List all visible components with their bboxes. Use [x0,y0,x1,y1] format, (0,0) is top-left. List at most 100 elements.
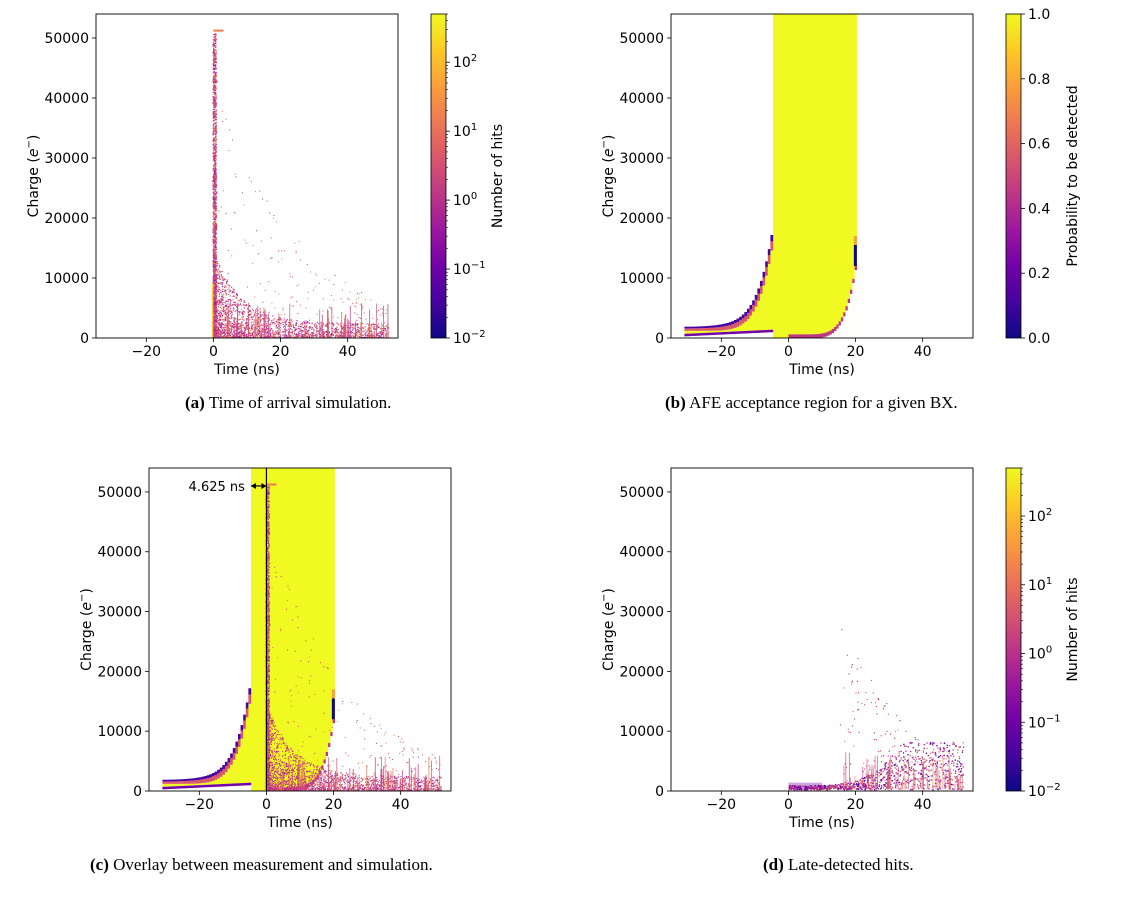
colorbar-tick-label-1-3: 0.6 [1028,137,1050,153]
caption-b-text: AFE acceptance region for a given BX. [689,393,958,412]
y-tick-label-0-4: 40000 [44,91,89,107]
x-tick-label-0-3: 40 [339,344,357,360]
colorbar-gradient-3 [1006,468,1021,791]
y-tick-label-3-4: 40000 [619,545,664,561]
y-tick-label-0-1: 10000 [44,271,89,287]
y-tick-label-1-4: 40000 [619,91,664,107]
chart-panel-d: −20 0 20 40 0 10000 20000 30000 40000 50000 Time (… [599,468,1081,831]
x-tick-label-0-0: −20 [132,344,162,360]
colorbar-tick-label-3-2: 100 [1028,645,1052,663]
colorbar-tick-label-0-3: 101 [453,122,477,140]
acceptance-region-1 [684,14,857,338]
y-tick-label-1-2: 20000 [619,211,664,227]
colorbar-label-0: Number of hits [490,124,506,228]
y-tick-label-0-0: 0 [80,331,89,347]
y-tick-label-0-3: 30000 [44,151,89,167]
colorbar-gradient-1 [1006,14,1021,338]
chart-panel-c: −20 0 20 40 0 10000 20000 30000 40000 50000 Time (… [77,468,451,831]
plot-body-a [212,30,389,340]
y-tick-label-3-3: 30000 [619,605,664,621]
x-tick-label-2-2: 20 [325,797,343,813]
x-tick-label-1-2: 20 [847,344,865,360]
x-tick-label-2-1: 0 [262,797,271,813]
colorbar-tick-label-1-2: 0.4 [1028,201,1050,217]
plot-frame-0 [96,14,398,338]
caption-b: (b) AFE acceptance region for a given BX… [665,393,958,413]
y-tick-label-1-5: 50000 [619,31,664,47]
colorbar-tick-label-3-3: 101 [1028,576,1052,594]
y-tick-label-2-0: 0 [133,784,142,800]
colorbar-1: 0.0 0.2 0.4 0.6 0.8 1.0 Probability to be dete… [1006,7,1081,347]
colorbar-tick-label-0-1: 10−1 [453,260,486,278]
chart-panel-b: −20 0 20 40 0 10000 20000 30000 40000 50000 Time (… [599,7,1081,378]
x-axis-label-1: Time (ns) [788,362,855,378]
y-axis-label-3: Charge (e−) [599,588,617,671]
caption-b-label: (b) [665,393,686,412]
caption-d-label: (d) [763,855,784,874]
y-tick-label-2-1: 10000 [97,724,142,740]
x-tick-label-3-1: 0 [784,797,793,813]
x-tick-label-2-3: 40 [392,797,410,813]
y-tick-label-0-2: 20000 [44,211,89,227]
acceptance-region-2 [162,468,335,791]
colorbar-tick-label-1-0: 0.0 [1028,331,1050,347]
y-axis-label-2: Charge (e−) [77,588,95,671]
y-tick-label-1-3: 30000 [619,151,664,167]
x-tick-label-1-0: −20 [707,344,737,360]
y-tick-label-3-0: 0 [655,784,664,800]
colorbar-gradient-0 [431,14,446,338]
y-axis-label-0: Charge (e−) [24,135,42,218]
x-axis-label-0: Time (ns) [213,362,280,378]
colorbar-tick-label-0-2: 100 [453,191,477,209]
x-tick-label-3-3: 40 [914,797,932,813]
y-tick-label-2-4: 40000 [97,545,142,561]
x-tick-label-1-3: 40 [914,344,932,360]
x-tick-label-0-1: 0 [209,344,218,360]
annotation-label: 4.625 ns [189,480,246,495]
colorbar-tick-label-3-0: 10−2 [1028,782,1061,800]
caption-c-label: (c) [90,855,109,874]
caption-a-label: (a) [185,393,205,412]
hit-scatter-0 [212,30,389,340]
plot-body-b [684,14,857,338]
x-tick-label-2-0: −20 [185,797,215,813]
y-tick-label-2-3: 30000 [97,605,142,621]
y-tick-label-3-2: 20000 [619,664,664,680]
caption-c: (c) Overlay between measurement and simu… [90,855,433,875]
colorbar-tick-label-3-4: 102 [1028,507,1052,525]
caption-d: (d) Late-detected hits. [763,855,914,875]
colorbar-tick-label-3-1: 10−1 [1028,713,1061,731]
colorbar-tick-label-0-4: 102 [453,53,477,71]
y-tick-label-1-1: 10000 [619,271,664,287]
chart-panel-a: −20 0 20 40 0 10000 20000 30000 40000 50000 Time (… [24,14,506,378]
colorbar-tick-label-1-4: 0.8 [1028,72,1050,88]
caption-c-text: Overlay between measurement and simulati… [113,855,433,874]
colorbar-3: 10−2 10−1 100 101 102 Number of hits [1006,468,1081,800]
colorbar-tick-label-0-0: 10−2 [453,329,486,347]
caption-a-text: Time of arrival simulation. [209,393,392,412]
colorbar-label-1: Probability to be detected [1065,85,1081,266]
colorbar-label-3: Number of hits [1065,577,1081,681]
x-tick-label-3-2: 20 [847,797,865,813]
colorbar-tick-label-1-5: 1.0 [1028,7,1050,23]
y-tick-label-0-5: 50000 [44,31,89,47]
plot-body-d [788,629,964,792]
caption-a: (a) Time of arrival simulation. [185,393,391,413]
x-axis-label-2: Time (ns) [266,815,333,831]
x-tick-label-0-2: 20 [272,344,290,360]
y-tick-label-3-5: 50000 [619,485,664,501]
colorbar-tick-label-1-1: 0.2 [1028,266,1050,282]
late-hit-scatter-3 [788,629,964,792]
colorbar-0: 10−2 10−1 100 101 102 Number of hits [431,14,506,347]
y-axis-label-1: Charge (e−) [599,135,617,218]
x-axis-label-3: Time (ns) [788,815,855,831]
y-tick-label-3-1: 10000 [619,724,664,740]
y-tick-label-2-5: 50000 [97,485,142,501]
x-tick-label-3-0: −20 [707,797,737,813]
y-tick-label-1-0: 0 [655,331,664,347]
y-tick-label-2-2: 20000 [97,664,142,680]
plot-body-c [162,468,441,792]
caption-d-text: Late-detected hits. [788,855,914,874]
x-tick-label-1-1: 0 [784,344,793,360]
